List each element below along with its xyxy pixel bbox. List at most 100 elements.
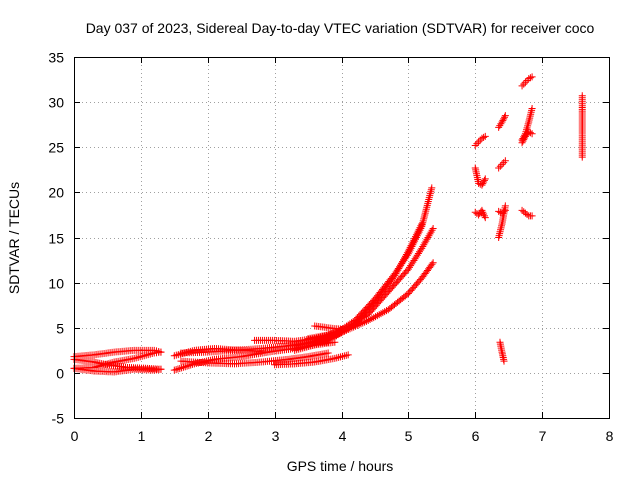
data-point	[379, 309, 387, 317]
data-point	[429, 259, 437, 267]
data-point	[342, 326, 350, 334]
data-point	[412, 233, 420, 241]
data-point	[528, 212, 536, 220]
data-point	[475, 138, 483, 146]
data-point	[478, 181, 486, 189]
data-point	[355, 321, 363, 329]
data-point	[157, 348, 165, 356]
data-point	[324, 349, 332, 357]
data-point	[423, 201, 431, 209]
y-tick-label: 20	[48, 185, 64, 201]
data-point	[500, 159, 508, 167]
data-point	[429, 224, 437, 232]
data-point	[178, 364, 186, 372]
data-point	[426, 192, 434, 200]
data-point	[410, 236, 418, 244]
data-point	[339, 328, 347, 336]
data-point	[498, 160, 506, 168]
x-tick-label: 4	[339, 428, 347, 444]
data-point	[428, 184, 436, 192]
data-point	[411, 234, 419, 242]
data-point	[330, 332, 338, 340]
data-point	[528, 104, 536, 112]
data-point	[427, 188, 435, 196]
data-point	[403, 249, 411, 257]
chart-title: Day 037 of 2023, Sidereal Day-to-day VTE…	[86, 20, 595, 36]
data-point	[337, 353, 345, 361]
data-point	[479, 208, 487, 216]
data-point	[481, 214, 489, 222]
data-point	[520, 136, 528, 144]
data-point	[381, 308, 389, 316]
y-tick-label: 35	[48, 50, 64, 66]
data-point	[523, 210, 531, 218]
data-point	[501, 157, 509, 165]
data-point	[344, 326, 352, 334]
data-point	[326, 334, 334, 342]
data-point	[406, 243, 414, 251]
data-point	[424, 199, 432, 207]
data-point	[423, 235, 431, 243]
data-point	[481, 175, 489, 183]
data-point	[417, 222, 425, 230]
data-point	[340, 352, 348, 360]
data-point	[331, 331, 339, 339]
data-point	[478, 206, 486, 214]
data-point	[528, 73, 536, 81]
plot-frame	[74, 57, 610, 419]
x-tick-label: 7	[539, 428, 547, 444]
data-point	[353, 321, 361, 329]
data-point	[495, 123, 503, 131]
x-tick-label: 0	[71, 428, 79, 444]
data-point	[333, 330, 341, 338]
data-point	[370, 314, 378, 322]
data-point	[404, 247, 412, 255]
data-point	[501, 206, 509, 214]
data-point	[409, 238, 417, 246]
data-point	[480, 210, 488, 218]
x-tick-label: 1	[138, 428, 146, 444]
y-tick-label: 5	[56, 321, 64, 337]
data-point	[368, 315, 376, 323]
data-point	[480, 176, 488, 184]
data-point	[413, 229, 421, 237]
data-point	[333, 354, 341, 362]
data-point	[424, 197, 432, 205]
data-point	[344, 351, 352, 359]
data-point	[480, 133, 488, 141]
data-point	[496, 162, 504, 170]
data-point	[357, 320, 365, 328]
data-point	[426, 190, 434, 198]
data-point	[419, 243, 427, 251]
x-tick-label: 3	[272, 428, 280, 444]
data-point	[526, 129, 534, 137]
data-point	[338, 352, 346, 360]
x-tick-label: 8	[606, 428, 614, 444]
data-point	[428, 260, 436, 268]
data-point	[528, 130, 536, 138]
y-tick-label: 25	[48, 140, 64, 156]
data-point	[471, 141, 479, 149]
data-point	[341, 327, 349, 335]
y-tick-label: -5	[52, 411, 65, 427]
data-point	[179, 363, 187, 371]
data-point	[351, 322, 359, 330]
data-point	[375, 311, 383, 319]
data-point	[480, 212, 488, 220]
data-point	[350, 323, 358, 331]
data-point	[499, 116, 507, 124]
data-point	[416, 224, 424, 232]
data-point	[427, 228, 435, 236]
y-tick-label: 10	[48, 276, 64, 292]
data-point	[422, 207, 430, 215]
data-point	[525, 128, 533, 136]
data-point	[500, 208, 508, 216]
data-point	[425, 232, 433, 240]
data-point	[157, 365, 165, 373]
data-point	[335, 353, 343, 361]
data-point	[423, 203, 431, 211]
data-point	[422, 205, 430, 213]
axis-tick-labels: 0 1 2 3 4 5 6 7 8 -5 0 5 10 15 20 25 30 35	[48, 50, 613, 445]
data-point	[420, 213, 428, 221]
data-points	[70, 73, 586, 376]
